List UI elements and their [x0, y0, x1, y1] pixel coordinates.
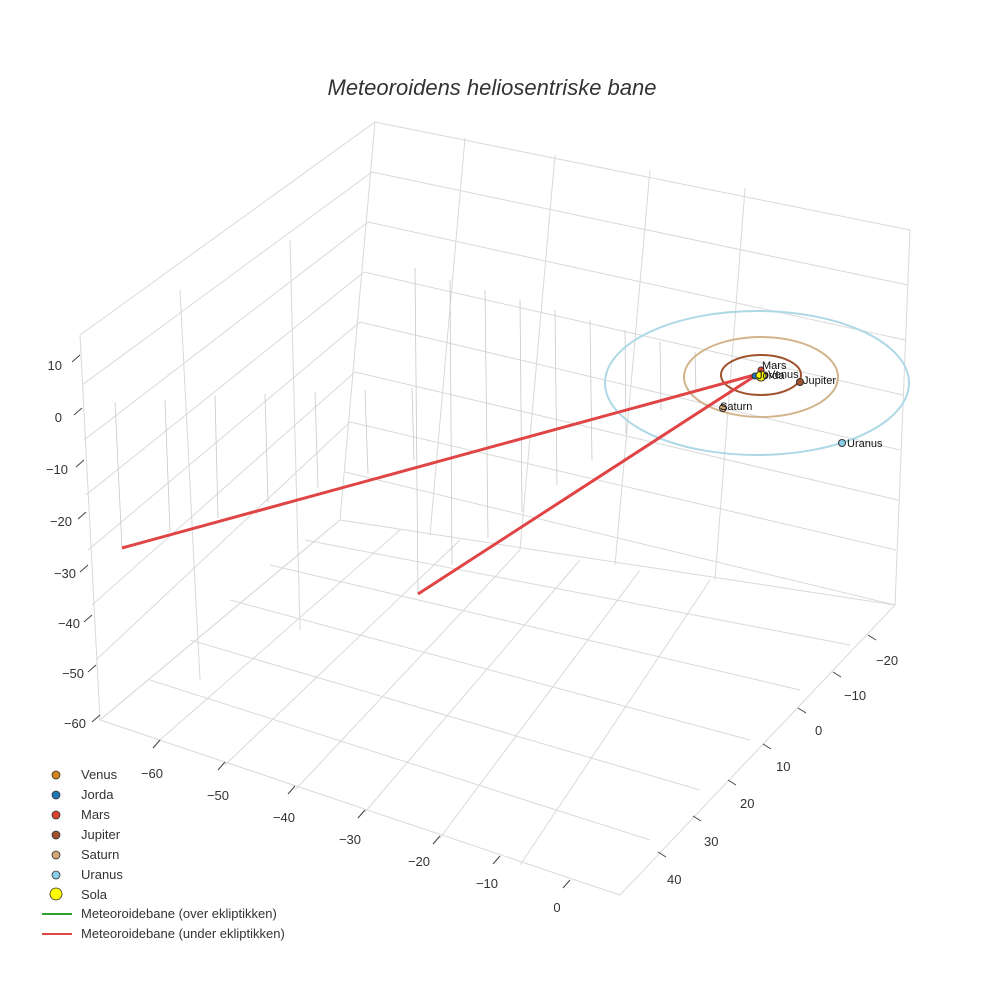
z-tick-7: −60 — [64, 716, 86, 731]
legend-item-under[interactable]: Meteoroidebane (under ekliptikken) — [42, 926, 285, 941]
planet-uranus-point — [838, 439, 846, 447]
label-jupiter: Jupiter — [803, 375, 836, 387]
x-axis: −60 −50 −40 −30 −20 −10 0 — [141, 739, 571, 915]
z-tick-5: −40 — [58, 616, 80, 631]
legend-item-sola[interactable]: Sola — [49, 887, 108, 902]
x-tick-2: −40 — [273, 810, 295, 825]
svg-text:Meteoroidebane (over ekliptikk: Meteoroidebane (over ekliptikken) — [81, 906, 277, 921]
svg-text:Saturn: Saturn — [81, 847, 119, 862]
svg-text:Uranus: Uranus — [81, 867, 123, 882]
drop-lines — [114, 267, 697, 595]
planet-markers — [719, 366, 846, 447]
z-tick-4: −30 — [54, 566, 76, 581]
z-tick-0: 10 — [48, 358, 62, 373]
trajectory-under — [121, 372, 759, 596]
svg-text:Jupiter: Jupiter — [81, 827, 121, 842]
legend-item-uranus[interactable]: Uranus — [51, 867, 123, 882]
z-axis: 10 0 −10 −20 −30 −40 −50 −60 — [46, 354, 101, 731]
svg-text:Venus: Venus — [81, 767, 118, 782]
x-tick-4: −20 — [408, 854, 430, 869]
y-tick-6: 40 — [667, 872, 681, 887]
orbits — [604, 310, 910, 456]
x-tick-1: −50 — [207, 788, 229, 803]
x-tick-0: −60 — [141, 766, 163, 781]
z-tick-1: 0 — [55, 410, 62, 425]
legend-item-jorda[interactable]: Jorda — [51, 787, 114, 802]
z-tick-2: −10 — [46, 462, 68, 477]
z-tick-3: −20 — [50, 514, 72, 529]
label-uranus: Uranus — [847, 438, 883, 450]
legend-item-saturn[interactable]: Saturn — [51, 847, 119, 862]
planet-jupiter-point — [796, 378, 804, 386]
svg-text:Sola: Sola — [81, 887, 108, 902]
z-tick-6: −50 — [62, 666, 84, 681]
legend-item-venus[interactable]: Venus — [51, 767, 118, 782]
label-mars: Mars — [762, 360, 787, 372]
label-saturn: Saturn — [720, 401, 752, 413]
uranus-orbit — [604, 310, 910, 456]
y-tick-0: −20 — [876, 653, 898, 668]
x-tick-5: −10 — [476, 876, 498, 891]
trajectory-segment-1 — [121, 372, 759, 550]
y-tick-5: 30 — [704, 834, 718, 849]
svg-text:Meteoroidebane (under ekliptik: Meteoroidebane (under ekliptikken) — [81, 926, 285, 941]
jupiter-orbit — [720, 354, 802, 396]
svg-text:Mars: Mars — [81, 807, 110, 822]
label-jorda: Jorda — [757, 370, 785, 382]
x-tick-6: 0 — [553, 900, 560, 915]
y-tick-2: 0 — [815, 723, 822, 738]
legend-item-jupiter[interactable]: Jupiter — [51, 827, 121, 842]
legend-item-mars[interactable]: Mars — [51, 807, 110, 822]
legend[interactable]: Venus Jorda Mars Jupiter Saturn Uranus S… — [42, 767, 285, 941]
trajectory-segment-2 — [417, 372, 759, 596]
planet-labels: Uranus Saturn Jupiter Mars Venus Jorda — [720, 360, 883, 450]
y-axis: −20 −10 0 10 20 30 40 — [657, 634, 898, 887]
planet-saturn-point — [719, 404, 727, 412]
saturn-orbit — [683, 336, 839, 418]
y-tick-4: 20 — [740, 796, 754, 811]
y-tick-3: 10 — [776, 759, 790, 774]
grid — [79, 121, 911, 896]
chart-title: Meteoroidens heliosentriske bane — [328, 75, 657, 100]
legend-item-over[interactable]: Meteoroidebane (over ekliptikken) — [42, 906, 277, 921]
x-tick-3: −30 — [339, 832, 361, 847]
y-tick-1: −10 — [844, 688, 866, 703]
sun-point — [755, 370, 767, 382]
svg-text:Jorda: Jorda — [81, 787, 114, 802]
label-venus: Venus — [768, 369, 799, 381]
